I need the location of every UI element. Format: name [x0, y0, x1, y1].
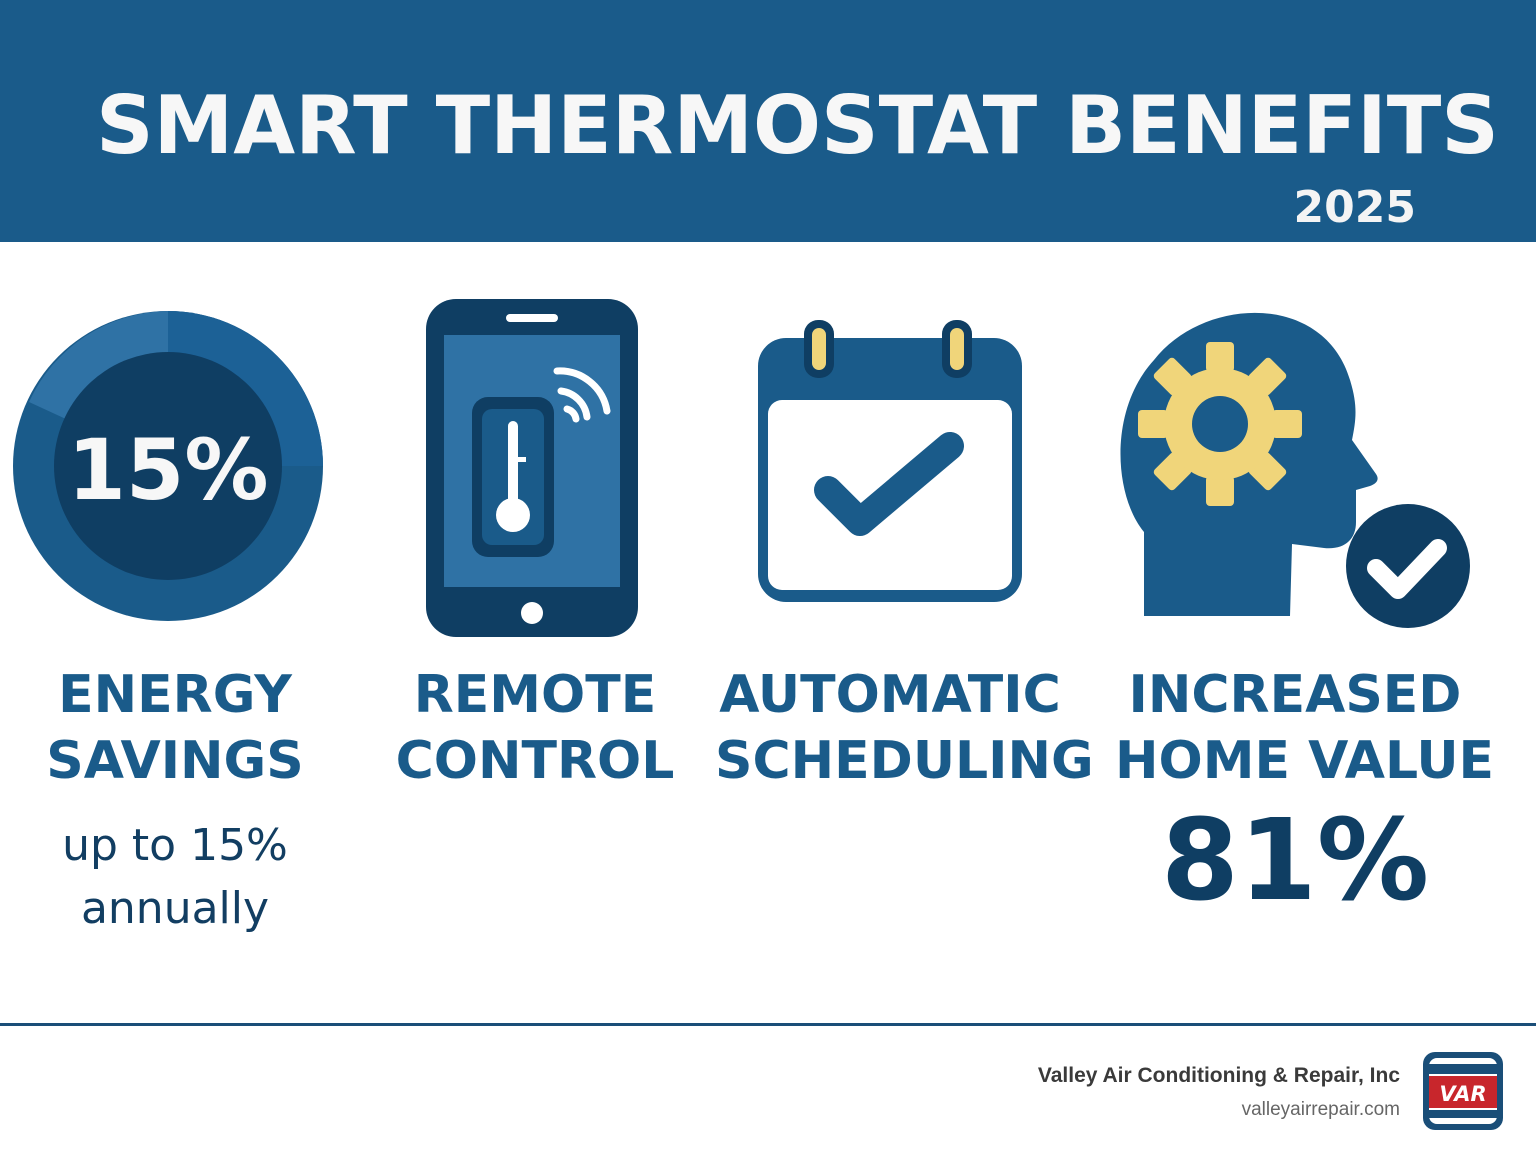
page-title: SMART THERMOSTAT BENEFITS — [96, 79, 1499, 172]
company-logo-text: VAR — [1439, 1082, 1486, 1106]
energy-savings-detail-line2: annually — [80, 883, 270, 934]
head-gear-check-icon — [1120, 312, 1470, 628]
donut-gauge-value: 15% — [67, 421, 268, 519]
donut-gauge-icon: 15% — [13, 311, 323, 621]
company-logo: VAR — [1423, 1052, 1503, 1130]
header-banner — [0, 0, 1536, 242]
energy-savings-label-line1: ENERGY — [58, 665, 292, 725]
home-value-stat: 81% — [1160, 796, 1430, 926]
remote-control-label-line2: CONTROL — [395, 731, 675, 791]
year-label: 2025 — [1293, 182, 1416, 233]
home-value-label-line1: INCREASED — [1128, 665, 1462, 725]
automatic-scheduling-label-line2: SCHEDULING — [715, 731, 1094, 791]
calendar-check-icon — [758, 320, 1022, 602]
home-value-label-line2: HOME VALUE — [1115, 731, 1495, 791]
company-name: Valley Air Conditioning & Repair, Inc — [1037, 1064, 1400, 1087]
smartphone-thermometer-icon — [426, 299, 638, 637]
remote-control-label-line1: REMOTE — [413, 665, 657, 725]
footer-divider — [0, 1023, 1536, 1026]
automatic-scheduling-label-line1: AUTOMATIC — [719, 665, 1061, 725]
company-website-link[interactable]: valleyairrepair.com — [1241, 1099, 1400, 1120]
energy-savings-detail-line1: up to 15% — [62, 820, 288, 871]
energy-savings-label-line2: SAVINGS — [46, 731, 304, 791]
